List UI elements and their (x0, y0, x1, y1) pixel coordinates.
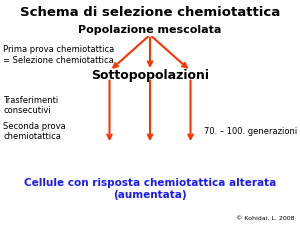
Text: Seconda prova
chemiotattica: Seconda prova chemiotattica (3, 122, 66, 141)
Text: © Kohidai, L. 2008: © Kohidai, L. 2008 (236, 216, 294, 220)
Text: Sottopopolazioni: Sottopopolazioni (91, 69, 209, 82)
Text: Popolazione mescolata: Popolazione mescolata (78, 25, 222, 35)
Text: Schema di selezione chemiotattica: Schema di selezione chemiotattica (20, 6, 280, 19)
Text: Prima prova chemiotattica
= Selezione chemiotattica: Prima prova chemiotattica = Selezione ch… (3, 45, 114, 65)
Text: 70. – 100. generazioni: 70. – 100. generazioni (204, 127, 297, 136)
Text: Cellule con risposta chemiotattica alterata
(aumentata): Cellule con risposta chemiotattica alter… (24, 178, 276, 200)
Text: Trasferimenti
consecutivi: Trasferimenti consecutivi (3, 96, 58, 115)
